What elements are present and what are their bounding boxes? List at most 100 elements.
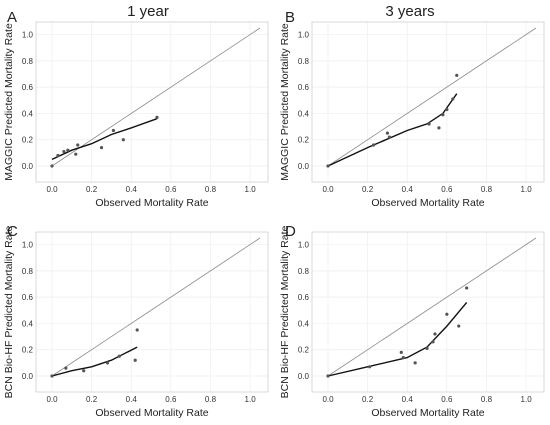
reference-line [327, 237, 537, 377]
y-tick-label: 0.0 [22, 372, 34, 381]
y-tick-label: 0.0 [298, 372, 310, 381]
x-tick-label: 0.4 [402, 185, 414, 194]
y-tick-label: 0.4 [22, 109, 34, 118]
fit-line [327, 93, 458, 167]
data-point [433, 332, 437, 336]
data-point [326, 374, 330, 378]
panel-letter: C [7, 223, 18, 240]
data-point [437, 126, 441, 130]
x-tick-label: 0.2 [362, 185, 374, 194]
data-point [425, 346, 429, 350]
plot-frame [311, 231, 545, 393]
y-axis-label: BCN Bio-HF Predicted Mortality Rate [279, 225, 291, 398]
y-tick-label: 0.8 [22, 57, 34, 66]
data-point [155, 115, 159, 119]
panels: A 0.0 0.0 0.2 0.2 0.4 0.4 0.6 0.6 0.8 0.8 1.0 1.0 Obs… [3, 9, 545, 419]
x-tick-label: 0.6 [441, 395, 453, 404]
panel-a: A 0.0 0.0 0.2 0.2 0.4 0.4 0.6 0.6 0.8 0.8 1.0 1.0 Obs… [3, 9, 269, 209]
data-point [445, 107, 449, 112]
y-tick-label: 0.8 [298, 57, 310, 66]
x-tick-label: 0.0 [46, 185, 58, 194]
data-point [445, 312, 449, 316]
y-tick-label: 1.0 [298, 31, 310, 40]
y-tick-label: 1.0 [22, 241, 34, 250]
x-axis-label: Observed Mortality Rate [371, 407, 484, 419]
x-tick-label: 0.4 [126, 395, 138, 404]
y-tick-label: 0.0 [298, 162, 310, 171]
x-axis-label: Observed Mortality Rate [371, 197, 484, 209]
data-point [133, 358, 137, 362]
data-point [62, 149, 66, 154]
x-tick-label: 0.0 [322, 185, 334, 194]
y-tick-label: 0.4 [22, 319, 34, 328]
x-tick-label: 0.8 [205, 395, 217, 404]
plot-frame [35, 21, 269, 183]
y-axis-label: MAGGIC Predicted Mortality Rate [3, 23, 15, 181]
x-axis-label: Observed Mortality Rate [95, 407, 208, 419]
data-point [117, 354, 121, 358]
plot-frame [311, 21, 545, 183]
x-tick-label: 1.0 [245, 395, 257, 404]
y-axis-label: MAGGIC Predicted Mortality Rate [279, 23, 291, 181]
y-tick-label: 0.0 [22, 162, 34, 171]
data-point [121, 138, 125, 142]
y-tick-label: 1.0 [298, 241, 310, 250]
data-point [385, 131, 390, 135]
fit-line [327, 301, 468, 377]
column-title-3-years: 3 years [385, 3, 434, 20]
data-point [111, 128, 116, 133]
column-title-1-year: 1 year [127, 3, 169, 20]
data-point [441, 113, 445, 117]
panel-b: B 0.0 0.0 0.2 0.2 0.4 0.4 0.6 0.6 0.8 0.8 1.0 1.0 Obs… [279, 9, 545, 209]
data-point [82, 369, 86, 373]
data-point [368, 365, 372, 369]
data-point [427, 122, 431, 126]
data-point [56, 153, 60, 158]
panel-letter: D [285, 223, 296, 240]
y-tick-label: 0.2 [298, 136, 310, 145]
y-tick-label: 1.0 [22, 31, 34, 40]
x-tick-label: 1.0 [521, 395, 533, 404]
data-point [431, 340, 435, 344]
y-tick-label: 0.2 [298, 346, 310, 355]
x-tick-label: 0.2 [86, 185, 98, 194]
data-point [371, 143, 376, 147]
y-tick-label: 0.2 [22, 136, 34, 145]
data-point [74, 152, 78, 156]
y-tick-label: 0.6 [22, 83, 34, 92]
y-tick-label: 0.6 [22, 293, 34, 302]
y-tick-label: 0.4 [298, 109, 310, 118]
x-tick-label: 0.8 [481, 185, 493, 194]
y-tick-label: 0.8 [298, 267, 310, 276]
x-tick-label: 0.2 [362, 395, 374, 404]
data-point [99, 146, 104, 150]
fit-line [51, 118, 158, 161]
data-point [451, 97, 455, 101]
data-point [399, 350, 403, 354]
x-axis-label: Observed Mortality Rate [95, 197, 208, 209]
x-tick-label: 0.6 [165, 395, 177, 404]
data-point [76, 143, 80, 147]
y-tick-label: 0.6 [298, 293, 310, 302]
reference-line [51, 27, 261, 167]
x-tick-label: 0.4 [126, 185, 138, 194]
data-point [457, 324, 461, 328]
x-tick-label: 1.0 [245, 185, 257, 194]
x-tick-label: 1.0 [521, 185, 533, 194]
panel-letter: B [285, 9, 295, 26]
data-point [105, 361, 110, 365]
data-point [465, 286, 469, 290]
reference-line [327, 27, 537, 167]
data-point [50, 164, 54, 168]
data-point [455, 73, 459, 77]
plot-frame [35, 231, 269, 393]
data-point [135, 328, 139, 332]
x-tick-label: 0.4 [402, 395, 414, 404]
x-tick-label: 0.6 [165, 185, 177, 194]
y-tick-label: 0.2 [22, 346, 34, 355]
data-point [50, 374, 54, 378]
data-point [401, 356, 405, 360]
data-point [413, 361, 417, 365]
fit-line [51, 346, 138, 377]
